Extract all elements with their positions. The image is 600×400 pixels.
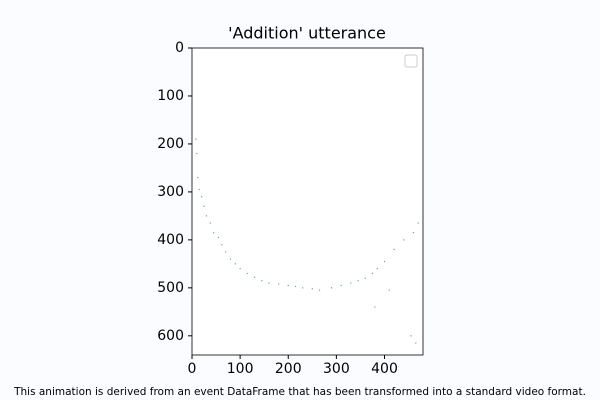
event-point	[213, 232, 215, 234]
chart-title: 'Addition' utterance	[228, 24, 386, 43]
event-point	[221, 244, 223, 246]
event-point	[209, 222, 211, 224]
event-point	[412, 232, 414, 234]
y-tick-label: 200	[157, 136, 184, 152]
event-point	[234, 263, 236, 265]
y-tick-label: 400	[157, 232, 184, 248]
event-point	[287, 284, 289, 287]
event-point	[217, 236, 220, 239]
event-point	[318, 289, 321, 291]
event-point	[253, 276, 256, 278]
y-tick-label: 0	[175, 40, 184, 56]
event-point	[415, 342, 417, 344]
event-point	[374, 306, 376, 308]
event-point	[364, 277, 366, 279]
y-tick-label: 500	[157, 280, 184, 296]
y-tick-label: 100	[157, 88, 184, 104]
event-point	[196, 152, 198, 155]
plot-area	[192, 48, 423, 355]
event-point	[410, 335, 412, 337]
event-point	[201, 196, 203, 198]
event-point	[417, 222, 419, 224]
event-point	[205, 215, 208, 217]
event-point	[225, 251, 227, 253]
event-point	[197, 176, 199, 179]
event-point	[294, 285, 297, 288]
y-tick-label: 300	[157, 184, 184, 200]
event-point	[261, 280, 263, 282]
event-point	[330, 287, 333, 289]
event-point	[388, 289, 390, 291]
event-point	[371, 272, 374, 275]
event-point	[239, 268, 241, 270]
event-point	[311, 288, 313, 290]
x-tick-label: 0	[188, 361, 197, 377]
event-point	[393, 248, 395, 251]
x-tick-label: 200	[275, 361, 302, 377]
event-point	[195, 138, 197, 140]
event-point	[198, 188, 200, 191]
event-point	[357, 280, 359, 282]
event-point	[350, 282, 352, 284]
event-point	[376, 268, 378, 270]
x-tick-label: 400	[371, 361, 398, 377]
x-tick-label: 100	[227, 361, 254, 377]
frame	[191, 47, 424, 356]
legend	[404, 54, 418, 68]
event-point	[268, 282, 270, 284]
x-tick-label: 300	[323, 361, 350, 377]
event-point	[403, 239, 405, 241]
event-point	[278, 283, 280, 285]
event-point	[302, 287, 304, 289]
event-point	[203, 205, 205, 207]
event-point	[383, 260, 386, 263]
event-point	[246, 272, 248, 275]
y-tick-label: 600	[157, 328, 184, 344]
event-point	[229, 258, 232, 260]
event-point	[340, 284, 342, 287]
caption: This animation is derived from an event …	[13, 386, 586, 398]
